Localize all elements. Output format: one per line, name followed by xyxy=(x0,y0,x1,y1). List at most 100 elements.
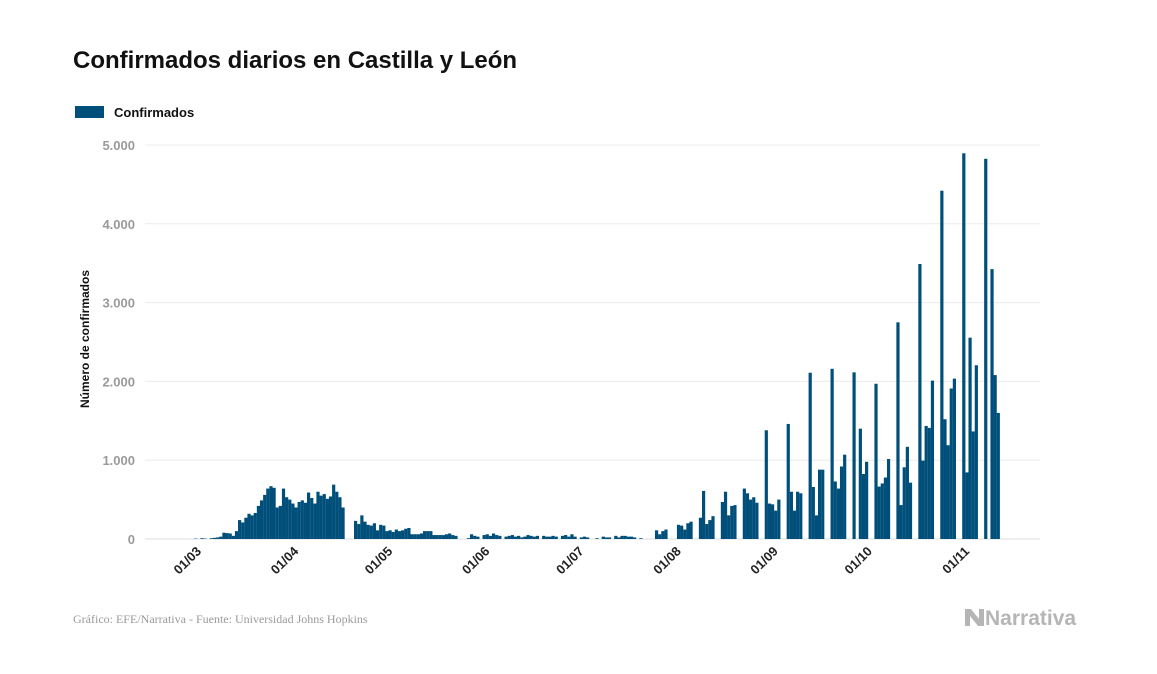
y-tick-label: 4.000 xyxy=(102,217,135,232)
bar xyxy=(730,505,734,539)
bar xyxy=(209,538,214,539)
bar xyxy=(360,515,364,539)
bar xyxy=(564,535,568,539)
bar xyxy=(996,412,1000,539)
y-axis-label: Número de confirmados xyxy=(78,270,92,408)
logo-text: Narrativa xyxy=(985,607,1076,630)
bar xyxy=(908,482,913,539)
y-tick-label: 2.000 xyxy=(102,374,135,389)
bar xyxy=(930,380,935,539)
bar xyxy=(570,534,574,539)
bar xyxy=(921,460,925,539)
bar xyxy=(313,503,317,539)
bar xyxy=(438,535,442,539)
bar xyxy=(971,431,975,539)
bar xyxy=(830,368,834,539)
bar xyxy=(382,525,386,539)
bar xyxy=(548,536,552,539)
bar xyxy=(777,499,781,539)
bar xyxy=(269,486,273,539)
bar xyxy=(733,505,737,539)
bar xyxy=(661,531,665,539)
bar xyxy=(410,534,414,539)
bar xyxy=(814,515,819,539)
chart-title: Confirmados diarios en Castilla y León xyxy=(73,47,517,74)
bar xyxy=(454,535,458,539)
bar xyxy=(310,498,314,539)
bar xyxy=(861,473,866,539)
bar xyxy=(727,515,731,539)
bar xyxy=(918,263,922,539)
bar xyxy=(595,538,599,539)
bar xyxy=(413,534,417,539)
narrativa-logo-icon xyxy=(965,609,984,626)
bar xyxy=(689,521,693,539)
bar xyxy=(874,383,878,539)
bar xyxy=(266,488,270,539)
bar xyxy=(629,536,634,539)
bar xyxy=(379,524,383,539)
bar xyxy=(488,535,493,539)
bar xyxy=(357,524,361,539)
bar xyxy=(432,535,436,539)
x-tick-label: 01/11 xyxy=(939,544,972,577)
bar xyxy=(332,484,336,539)
bar xyxy=(767,503,772,539)
bar xyxy=(372,523,377,539)
bar xyxy=(247,513,251,539)
bar xyxy=(993,375,997,539)
bar xyxy=(441,535,445,539)
bar xyxy=(397,531,402,539)
bar xyxy=(786,423,790,539)
bar xyxy=(473,535,477,539)
bar xyxy=(200,538,204,539)
bar xyxy=(510,535,514,539)
bar xyxy=(567,536,571,539)
legend-label: Confirmados xyxy=(114,105,194,120)
bar xyxy=(523,536,527,539)
bar xyxy=(407,527,411,539)
bar xyxy=(306,492,311,539)
bar xyxy=(485,534,489,539)
bar xyxy=(723,491,728,539)
bar xyxy=(391,531,395,539)
bar xyxy=(796,491,800,539)
x-tick-label: 01/07 xyxy=(553,544,587,578)
x-tick-label: 01/10 xyxy=(841,544,875,578)
bar xyxy=(319,495,323,539)
bar xyxy=(529,535,533,539)
bar xyxy=(683,529,687,539)
bar xyxy=(817,469,822,539)
x-tick-label: 01/03 xyxy=(171,544,205,578)
bar xyxy=(984,158,988,540)
bar xyxy=(617,537,621,539)
bar xyxy=(940,190,944,539)
bar xyxy=(275,507,279,539)
bar xyxy=(924,425,928,539)
bar xyxy=(952,378,956,539)
bar xyxy=(366,524,370,539)
bar xyxy=(664,529,668,539)
legend: Confirmados xyxy=(75,105,194,120)
bar xyxy=(770,504,775,539)
bar xyxy=(554,536,558,539)
bar xyxy=(253,513,257,539)
bar xyxy=(316,491,320,539)
bar xyxy=(633,537,637,539)
bar xyxy=(491,533,496,539)
bar xyxy=(369,525,373,539)
bar xyxy=(927,427,931,539)
bar xyxy=(281,488,286,539)
y-tick-label: 1.000 xyxy=(102,453,135,468)
bar xyxy=(680,525,684,539)
bar xyxy=(300,500,304,539)
bar xyxy=(263,494,267,539)
bar xyxy=(426,531,430,539)
bar xyxy=(974,365,978,539)
bar xyxy=(833,481,837,539)
bar xyxy=(865,461,869,539)
bar xyxy=(325,498,329,539)
bar xyxy=(946,445,950,539)
bar xyxy=(291,503,295,539)
bar xyxy=(711,516,715,539)
